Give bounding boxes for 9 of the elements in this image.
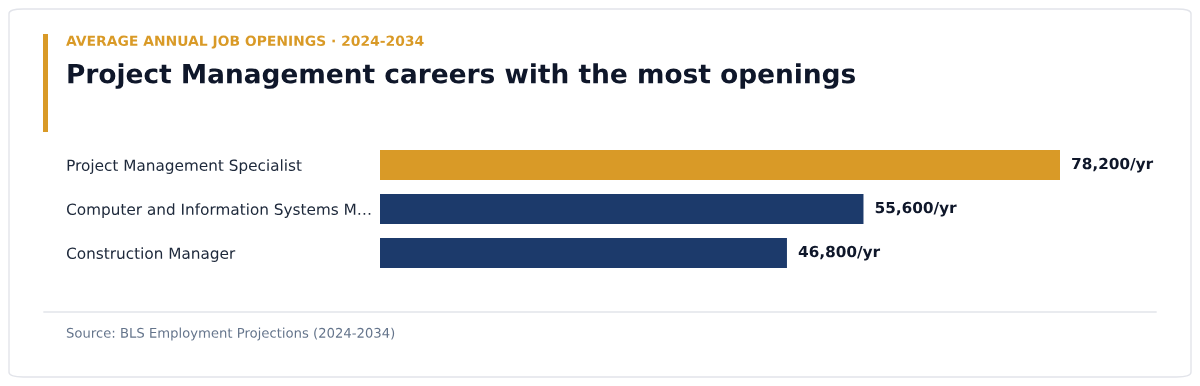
data-label: 78,200/yr bbox=[1072, 157, 1154, 173]
data-label: 55,600/yr bbox=[875, 201, 957, 217]
text: AVERAGE ANNUAL JOB OPENINGS · 2024-2034 bbox=[66, 35, 424, 49]
chart-title: Project Management careers with the most openings bbox=[68, 63, 855, 89]
y-tick-label: Computer and Information Systems M… bbox=[66, 203, 371, 218]
y-tick-label: Project Management Specialist bbox=[67, 159, 302, 174]
source-note: Source: BLS Employment Projections (2024-2034) bbox=[66, 327, 395, 341]
data-label: 46,800/yr bbox=[798, 245, 881, 261]
y-tick-label: Construction Manager bbox=[66, 247, 236, 262]
